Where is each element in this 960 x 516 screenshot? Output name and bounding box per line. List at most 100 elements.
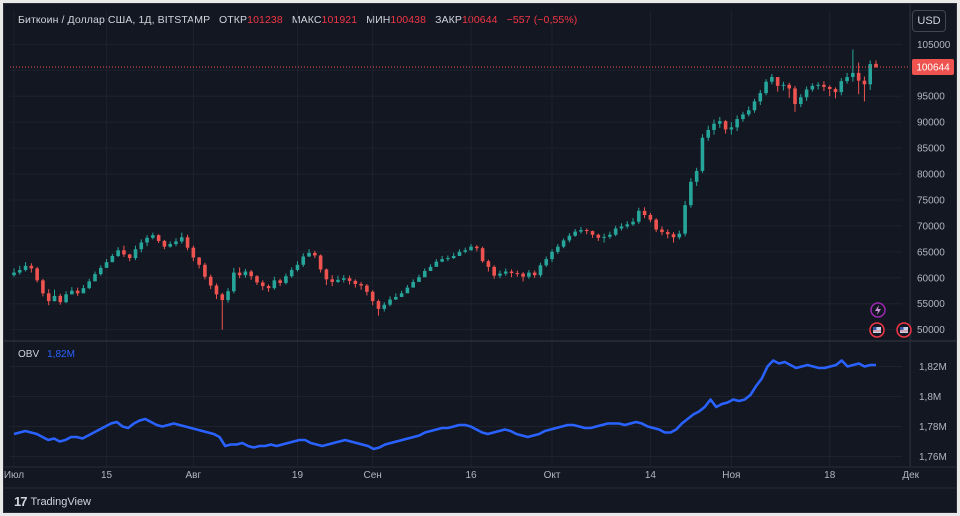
us-flag-event-icon[interactable] — [869, 322, 885, 338]
candle — [498, 270, 502, 279]
chart-canvas[interactable]: 1050001000009500090000850008000075000700… — [4, 4, 956, 512]
candle — [301, 253, 306, 267]
candle — [787, 82, 792, 98]
candle — [671, 232, 676, 243]
candle — [388, 296, 392, 307]
candle — [232, 267, 236, 294]
candle — [318, 254, 323, 273]
candle — [191, 245, 196, 262]
change-value: −557 (−0,55%) — [506, 14, 578, 26]
candle — [330, 275, 334, 287]
candle — [428, 264, 433, 272]
candle — [260, 280, 265, 291]
candle — [174, 238, 178, 247]
candle — [613, 225, 618, 237]
date-tick-label: 15 — [101, 470, 113, 481]
candle — [278, 278, 282, 287]
candle — [770, 73, 774, 85]
candle — [810, 83, 815, 92]
candle — [237, 267, 242, 279]
candle — [133, 245, 138, 261]
candle — [683, 201, 687, 237]
price-tick-label: 85000 — [917, 144, 945, 155]
currency-button[interactable]: USD — [912, 10, 946, 32]
close-label: ЗАКР — [435, 14, 462, 26]
candle — [52, 289, 57, 302]
candle — [434, 259, 439, 267]
candle — [532, 270, 537, 278]
candle — [41, 278, 45, 297]
candle — [729, 122, 734, 135]
candle — [758, 90, 763, 106]
candle — [561, 238, 566, 249]
candle — [775, 77, 780, 92]
candle — [93, 271, 97, 282]
candle — [874, 60, 878, 69]
candle — [712, 119, 716, 135]
candle — [665, 229, 670, 239]
candle — [631, 218, 635, 226]
candle — [752, 98, 757, 113]
low-value: 100438 — [390, 14, 427, 26]
candle — [475, 245, 479, 252]
candle — [550, 249, 554, 263]
lightning-event-icon[interactable] — [870, 302, 886, 318]
date-tick-label: Авг — [186, 470, 202, 481]
candle — [816, 82, 820, 90]
candle — [12, 268, 16, 277]
us-flag-event-icon[interactable] — [896, 322, 912, 338]
candle — [463, 247, 468, 254]
candle — [214, 283, 219, 300]
candle — [764, 79, 768, 96]
candle — [116, 247, 120, 258]
candle — [365, 283, 369, 296]
candle — [249, 269, 253, 280]
candle — [590, 230, 595, 238]
candle — [203, 262, 207, 280]
candle — [804, 86, 809, 101]
candle — [226, 288, 230, 303]
candle — [162, 239, 167, 250]
candle — [637, 207, 641, 224]
candle — [139, 239, 144, 253]
tradingview-logo[interactable]: 17 TradingView — [14, 494, 91, 509]
candle — [677, 230, 682, 240]
date-tick-label: 14 — [645, 470, 657, 481]
candle — [307, 249, 311, 258]
obv-tick-label: 1,82M — [919, 362, 947, 373]
date-tick-label: Окт — [544, 470, 561, 481]
candle — [503, 268, 508, 276]
candle — [104, 259, 109, 268]
candle — [642, 207, 647, 219]
price-tick-label: 50000 — [917, 325, 945, 336]
candle — [289, 267, 294, 278]
candle — [411, 279, 415, 288]
obv-label: OBV — [18, 349, 40, 360]
candle — [718, 116, 722, 128]
price-tick-label: 55000 — [917, 299, 945, 310]
obv-tick-label: 1,76M — [919, 452, 947, 463]
high-value: 101921 — [321, 14, 358, 26]
candle — [208, 274, 213, 290]
candle — [168, 241, 172, 248]
candle — [394, 293, 398, 301]
candle — [197, 257, 201, 269]
date-tick-label: Дек — [902, 470, 919, 481]
candle — [851, 49, 855, 82]
candle — [446, 255, 450, 262]
candle — [827, 85, 832, 97]
candle — [341, 275, 346, 283]
last-price-badge — [912, 58, 954, 75]
obv-tick-label: 1,8M — [919, 392, 941, 403]
candle — [706, 125, 711, 141]
chart-window: Биткоин / Доллар США, 1Д, BITSTAMP ОТКР1… — [3, 3, 957, 513]
candle — [347, 275, 352, 285]
candle — [185, 234, 190, 251]
candle — [579, 226, 583, 234]
candle — [527, 269, 531, 279]
candle — [81, 285, 86, 294]
tradingview-logo-text: TradingView — [30, 495, 92, 508]
candle — [324, 268, 329, 286]
high-label: МАКС — [291, 14, 322, 26]
candle — [746, 106, 751, 117]
